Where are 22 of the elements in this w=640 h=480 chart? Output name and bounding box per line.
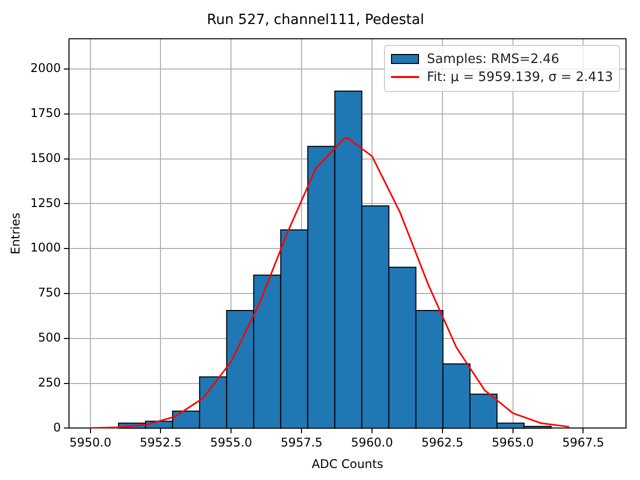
y-tick-label: 1000 bbox=[30, 240, 61, 255]
x-tick-label: 5967.5 bbox=[562, 436, 604, 450]
y-tick-label: 2000 bbox=[30, 61, 61, 76]
x-tick-label: 5965.0 bbox=[492, 436, 534, 450]
y-tick-label: 0 bbox=[53, 420, 61, 434]
y-tick-label: 1250 bbox=[30, 196, 61, 210]
x-axis-title: ADC Counts bbox=[312, 456, 384, 471]
x-tick-label: 5950.0 bbox=[69, 436, 112, 450]
y-axis-title: Entries bbox=[8, 212, 22, 254]
x-tick-label: 5960.0 bbox=[350, 436, 393, 450]
x-tick-label: 5962.5 bbox=[421, 436, 464, 450]
x-tick-label: 5957.5 bbox=[280, 436, 323, 450]
x-tick-label: 5952.5 bbox=[140, 436, 182, 450]
x-tick-label: 5955.0 bbox=[210, 436, 252, 450]
y-tick-label: 750 bbox=[38, 286, 61, 300]
legend-label: Samples: RMS=2.46 bbox=[426, 52, 560, 67]
legend-label: Fit: μ = 5959.139, σ = 2.413 bbox=[426, 70, 613, 85]
chart-title: Run 527, channel111, Pedestal bbox=[206, 12, 424, 28]
y-tick-label: 500 bbox=[38, 330, 61, 345]
y-tick-label: 250 bbox=[38, 375, 61, 390]
y-tick-label: 1500 bbox=[30, 150, 61, 165]
y-tick-label: 1750 bbox=[30, 106, 61, 120]
